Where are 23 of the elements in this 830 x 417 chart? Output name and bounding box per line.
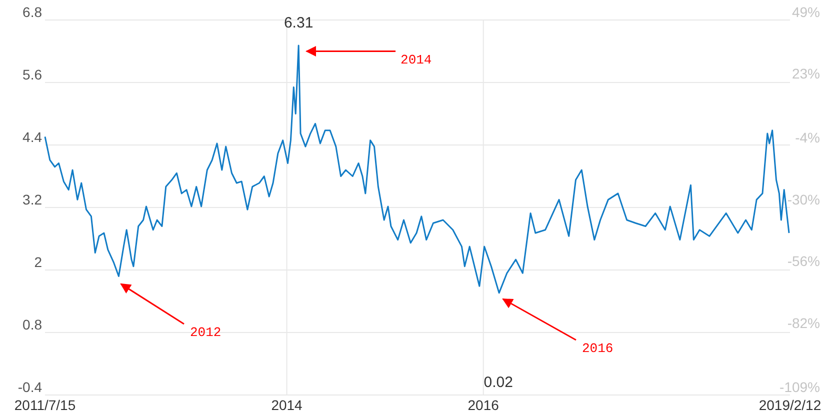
y2-tick-label: -82% [787,314,820,331]
y2-tick-label: 23% [792,66,820,82]
x-tick-label: 2014 [271,397,303,413]
x-tick-label: 2016 [468,397,500,413]
annotation: 6.31 [284,14,314,32]
annotation: 2016 [582,341,614,356]
y2-tick-label: 49% [792,4,820,20]
y2-tick-label: -4% [795,130,820,146]
y2-tick-label: -30% [787,191,820,208]
annotation: 2012 [190,325,222,340]
y-tick-label: -0.4 [18,378,42,395]
y2-tick-label: -109% [780,378,820,395]
y2-tick-label: -56% [787,253,820,270]
annotation: 2014 [400,52,432,68]
y-tick-label: 0.8 [22,316,42,332]
y-tick-label: 5.6 [22,66,42,82]
annotation: 0.02 [484,374,513,391]
y-tick-label: 3.2 [22,191,42,208]
y-tick-label: 6.8 [22,4,42,20]
x-tick-label: 2011/7/15 [14,397,76,413]
x-tick-label: 2019/2/12 [758,397,822,413]
y-tick-label: 4.4 [22,128,42,145]
y-tick-label: 2 [34,254,42,270]
